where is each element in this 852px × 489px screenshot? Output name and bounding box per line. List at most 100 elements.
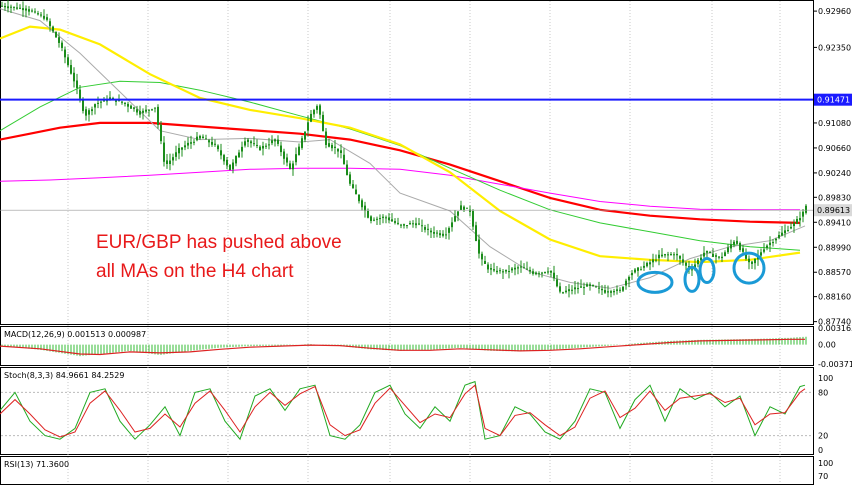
candle-body <box>208 140 210 143</box>
candle-body <box>481 253 483 260</box>
candle-body <box>10 6 12 8</box>
candle-body <box>676 253 678 256</box>
candle-body <box>94 104 96 108</box>
candle-body <box>415 223 417 226</box>
candle-body <box>697 259 699 265</box>
current-price-box <box>814 204 852 217</box>
candle-body <box>154 107 156 109</box>
stochastic-pane <box>0 367 814 455</box>
candle-body <box>640 269 642 271</box>
price-tick-label: 0.88160 <box>818 293 851 302</box>
candle-body <box>487 264 489 270</box>
candle-body <box>157 106 159 125</box>
candle-body <box>406 225 408 227</box>
candle-body <box>52 26 54 32</box>
candle-body <box>496 270 498 273</box>
candle-body <box>139 111 141 115</box>
candle-body <box>238 152 240 158</box>
candle-body <box>703 252 705 257</box>
stoch-tick-label: 100 <box>818 374 833 383</box>
candle-body <box>484 260 486 264</box>
candle-body <box>34 11 36 13</box>
candle-body <box>604 290 606 293</box>
current-price-label: 0.89613 <box>817 206 850 215</box>
candle-body <box>46 17 48 20</box>
candle-body <box>523 267 525 269</box>
candle-body <box>133 107 135 109</box>
candle-body <box>79 89 81 99</box>
candle-body <box>388 217 390 221</box>
candle-body <box>637 267 639 271</box>
candle-body <box>277 139 279 144</box>
candle-body <box>172 157 174 161</box>
candle-body <box>304 131 306 140</box>
candle-body <box>265 145 267 147</box>
candle-body <box>199 135 201 139</box>
candle-body <box>274 139 276 142</box>
candle-body <box>106 100 108 102</box>
candle-body <box>772 242 774 244</box>
candle-body <box>661 254 663 257</box>
candle-body <box>742 248 744 252</box>
candle-body <box>211 141 213 145</box>
candle-body <box>142 110 144 113</box>
macd-axis: 0.003165 0.00 -0.003712 <box>818 324 852 369</box>
candle-body <box>718 256 720 258</box>
candle-body <box>754 258 756 264</box>
moving-average-line <box>0 121 801 224</box>
candle-body <box>37 13 39 15</box>
candle-body <box>652 259 654 263</box>
candle-body <box>367 210 369 218</box>
candle-body <box>454 216 456 222</box>
candle-body <box>262 145 264 149</box>
candle-body <box>583 287 585 289</box>
candle-body <box>694 264 696 268</box>
price-tick-label: 0.89830 <box>818 193 851 202</box>
candle-body <box>787 230 789 232</box>
candle-body <box>589 284 591 286</box>
candle-body <box>478 239 480 254</box>
candle-body <box>667 254 669 256</box>
candle-body <box>385 217 387 219</box>
candle-body <box>91 109 93 112</box>
candle-body <box>541 272 543 274</box>
annotation-line-2: all MAs on the H4 chart <box>96 261 294 282</box>
candle-body <box>169 160 171 164</box>
candle-body <box>217 145 219 150</box>
candle-body <box>25 8 27 11</box>
candle-body <box>343 154 345 165</box>
price-tick-label: 0.87740 <box>818 318 851 327</box>
candle-body <box>586 284 588 287</box>
price-tick-label: 0.92350 <box>818 43 851 52</box>
candle-body <box>232 162 234 170</box>
candle-body <box>790 226 792 229</box>
candle-body <box>58 37 60 43</box>
candle-body <box>166 160 168 164</box>
candle-body <box>16 7 18 9</box>
candle-body <box>565 290 567 293</box>
candle-body <box>292 163 294 170</box>
candle-body <box>241 146 243 152</box>
candle-body <box>124 102 126 104</box>
candle-body <box>43 15 45 19</box>
candle-body <box>550 270 552 273</box>
candle-body <box>691 269 693 271</box>
candle-body <box>82 99 84 111</box>
candle-body <box>715 255 717 257</box>
candle-body <box>658 254 660 259</box>
candle-body <box>295 154 297 163</box>
candle-body <box>4 5 6 8</box>
candle-body <box>355 189 357 195</box>
candle-body <box>469 209 471 212</box>
candle-body <box>325 131 327 145</box>
candle-body <box>190 142 192 144</box>
candle-body <box>223 155 225 162</box>
candle-body <box>607 291 609 293</box>
candle-body <box>394 221 396 223</box>
candle-body <box>739 243 741 250</box>
candle-body <box>64 49 66 58</box>
candle-body <box>202 136 204 139</box>
candle-body <box>736 240 738 244</box>
